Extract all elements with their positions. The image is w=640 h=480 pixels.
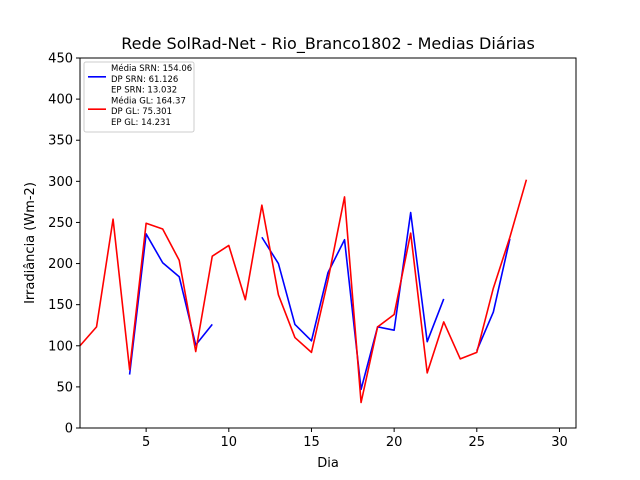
y-tick-label: 450 (48, 52, 73, 67)
legend-entry-text: DP SRN: 61.126 (111, 75, 178, 85)
x-axis-ticks: 5 10 15 20 25 30 (142, 428, 568, 450)
plot-frame (79, 57, 577, 429)
y-tick-label: 0 (65, 422, 73, 437)
legend-entry-text: EP SRN: 13.032 (111, 86, 177, 96)
y-tick-label: 100 (48, 339, 73, 354)
legend-entry-text: Média GL: 164.37 (111, 95, 186, 106)
legend-entry-text: DP GL: 75.301 (111, 107, 172, 117)
x-axis-title: Dia (317, 456, 339, 471)
series-line-2 (79, 179, 528, 404)
y-axis-ticks: 0 50 100 150 200 250 300 350 400 450 (48, 52, 80, 437)
y-tick-label: 300 (48, 175, 73, 190)
legend-box (83, 61, 195, 133)
series-line-1 (128, 211, 511, 391)
chart-title: Rede SolRad-Net - Rio_Branco1802 - Media… (121, 34, 535, 54)
legend-entry-text: EP GL: 14.231 (111, 118, 171, 128)
y-tick-label: 150 (48, 298, 73, 313)
y-tick-label: 400 (48, 93, 73, 108)
x-tick-label: 20 (386, 435, 403, 450)
y-tick-label: 200 (48, 257, 73, 272)
x-tick-label: 30 (551, 435, 568, 450)
legend-entry-text: Média SRN: 154.06 (111, 63, 192, 74)
x-tick-label: 5 (142, 435, 150, 450)
x-tick-label: 10 (221, 435, 238, 450)
y-tick-label: 50 (56, 380, 73, 395)
y-tick-label: 250 (48, 216, 73, 231)
series-layer (79, 179, 528, 404)
x-tick-label: 15 (303, 435, 320, 450)
x-tick-label: 25 (469, 435, 486, 450)
y-tick-label: 350 (48, 134, 73, 149)
y-axis-title: Irradiância (Wm-2) (23, 182, 38, 304)
